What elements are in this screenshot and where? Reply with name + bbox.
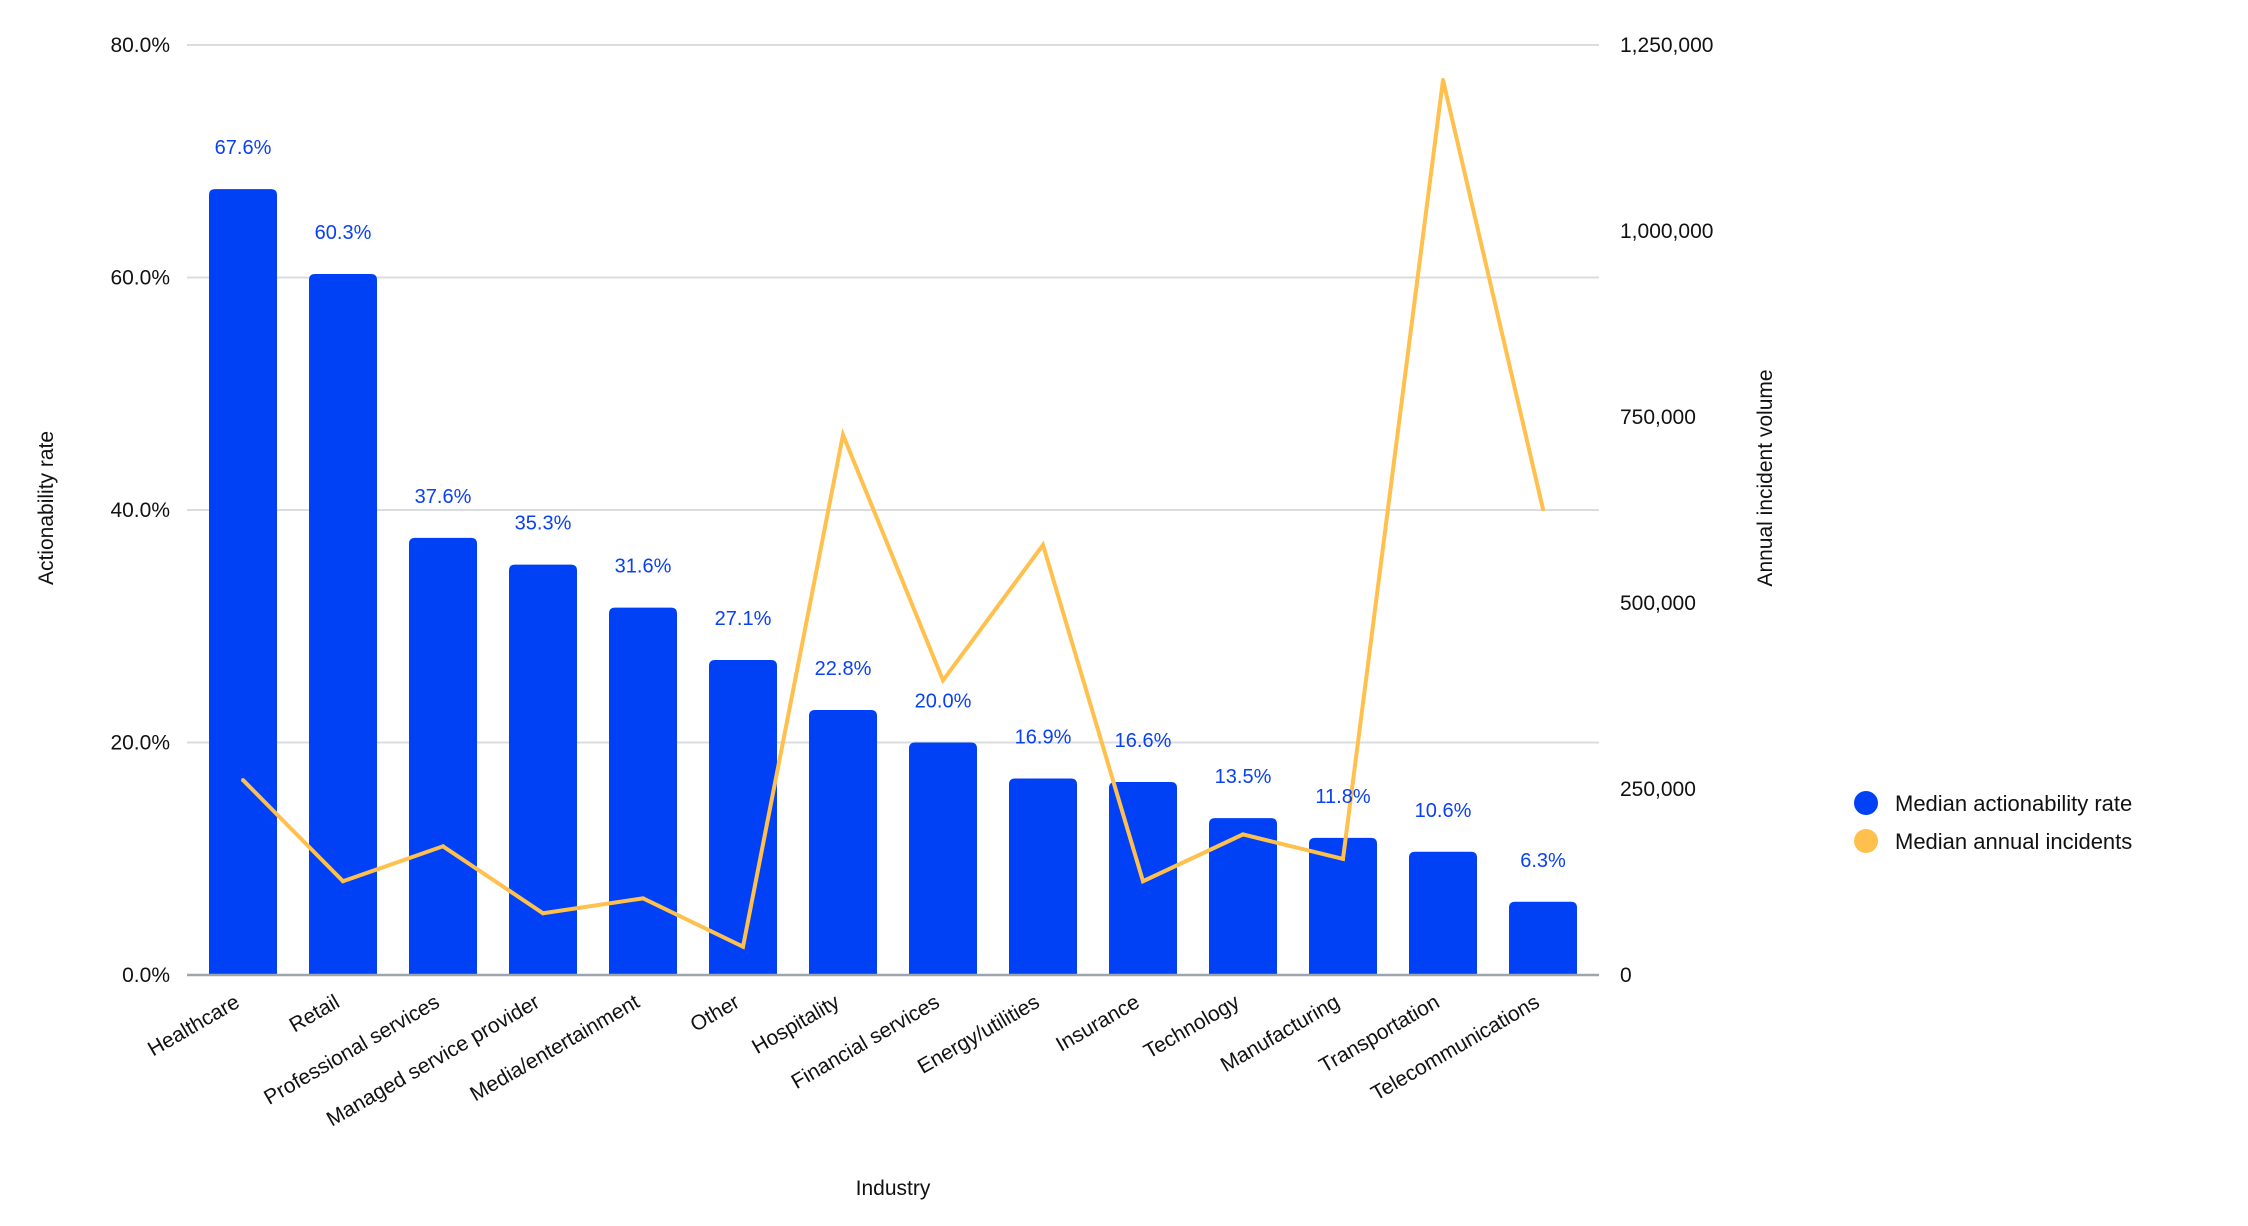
line-point[interactable]	[1241, 832, 1245, 837]
line-point[interactable]	[741, 944, 745, 949]
y-tick-label: 60.0%	[110, 267, 170, 290]
bar[interactable]	[209, 189, 277, 975]
bar[interactable]	[609, 607, 677, 975]
y-tick-label: 40.0%	[110, 499, 170, 522]
line-point[interactable]	[641, 896, 645, 901]
bar[interactable]	[1009, 778, 1077, 975]
y2-tick-label: 250,000	[1620, 778, 1696, 801]
line-point[interactable]	[1341, 856, 1345, 861]
legend-label: Median annual incidents	[1895, 829, 2132, 854]
legend-item-incidents[interactable]: Median annual incidents	[1854, 829, 2132, 854]
bar[interactable]	[509, 564, 577, 975]
x-tick-label: Media/entertainment	[466, 990, 643, 1106]
bar-value-label: 22.8%	[815, 658, 872, 680]
line-point[interactable]	[1541, 507, 1545, 512]
line-point[interactable]	[541, 911, 545, 916]
bar[interactable]	[1209, 818, 1277, 975]
gridlines	[187, 44, 1599, 744]
bar-value-label: 11.8%	[1315, 786, 1370, 808]
y2-tick-label: 500,000	[1620, 592, 1696, 615]
x-tick-label: Other	[687, 990, 744, 1036]
bar-value-label: 16.9%	[1015, 727, 1072, 749]
bar-value-label: 6.3%	[1520, 850, 1566, 872]
legend-item-actionability[interactable]: Median actionability rate	[1854, 791, 2132, 816]
right-axis-ticks: 0 250,000 500,000 750,000 1,000,000 1,250,000	[1620, 34, 1713, 987]
bar[interactable]	[309, 274, 377, 975]
line-point[interactable]	[941, 678, 945, 683]
line-point[interactable]	[241, 778, 245, 783]
y2-axis-title: Annual incident volume	[1754, 369, 1777, 586]
bar-value-label: 37.6%	[415, 486, 472, 508]
bar[interactable]	[1309, 837, 1377, 975]
legend-swatch-blue-icon	[1854, 791, 1878, 815]
left-axis-ticks: 0.0% 20.0% 40.0% 60.0% 80.0%	[110, 34, 170, 987]
bar-value-label: 16.6%	[1115, 730, 1172, 752]
bar[interactable]	[809, 709, 877, 975]
bar-value-label: 60.3%	[315, 222, 372, 244]
bar[interactable]	[709, 659, 777, 975]
bar[interactable]	[409, 537, 477, 975]
bar-value-label: 10.6%	[1415, 800, 1472, 822]
bar-value-label: 31.6%	[615, 556, 672, 578]
y-axis-title: Actionability rate	[35, 431, 58, 585]
y-tick-label: 20.0%	[110, 732, 170, 755]
bars	[209, 189, 1577, 975]
bar-value-label: 35.3%	[515, 513, 572, 535]
y2-tick-label: 750,000	[1620, 406, 1696, 429]
bar-value-label: 67.6%	[215, 137, 272, 159]
bar-value-label: 13.5%	[1215, 766, 1272, 788]
incidents-line	[241, 77, 1545, 950]
line-point[interactable]	[1141, 879, 1145, 884]
bar-value-label: 27.1%	[715, 608, 772, 630]
bar-data-labels: 67.6% 60.3% 37.6% 35.3% 31.6% 27.1% 22.8% 20.0%…	[215, 137, 1566, 872]
x-tick-label: Telecommunications	[1367, 990, 1543, 1105]
line-point[interactable]	[841, 432, 845, 437]
line-point[interactable]	[1041, 542, 1045, 547]
y2-tick-label: 0	[1620, 964, 1632, 987]
line-point[interactable]	[441, 844, 445, 849]
line-point[interactable]	[1441, 77, 1445, 82]
bar-value-label: 20.0%	[915, 691, 972, 713]
x-tick-label: Insurance	[1052, 990, 1143, 1056]
x-tick-label: Professional services	[260, 990, 443, 1109]
legend-swatch-yellow-icon	[1854, 829, 1878, 853]
x-axis-title: Industry	[856, 1177, 931, 1200]
y-tick-label: 80.0%	[110, 34, 170, 57]
incidents-polyline[interactable]	[241, 79, 1545, 950]
legend-label: Median actionability rate	[1895, 791, 2132, 816]
x-tick-label: Retail	[285, 990, 343, 1037]
y2-tick-label: 1,250,000	[1620, 34, 1713, 57]
bar[interactable]	[1509, 901, 1577, 975]
legend: Median actionability rate Median annual …	[1854, 791, 2132, 854]
bar[interactable]	[909, 742, 977, 976]
y-tick-label: 0.0%	[122, 964, 170, 987]
y2-tick-label: 1,000,000	[1620, 220, 1713, 243]
bar[interactable]	[1409, 851, 1477, 975]
line-point[interactable]	[341, 879, 345, 884]
x-tick-label: Healthcare	[144, 990, 243, 1061]
